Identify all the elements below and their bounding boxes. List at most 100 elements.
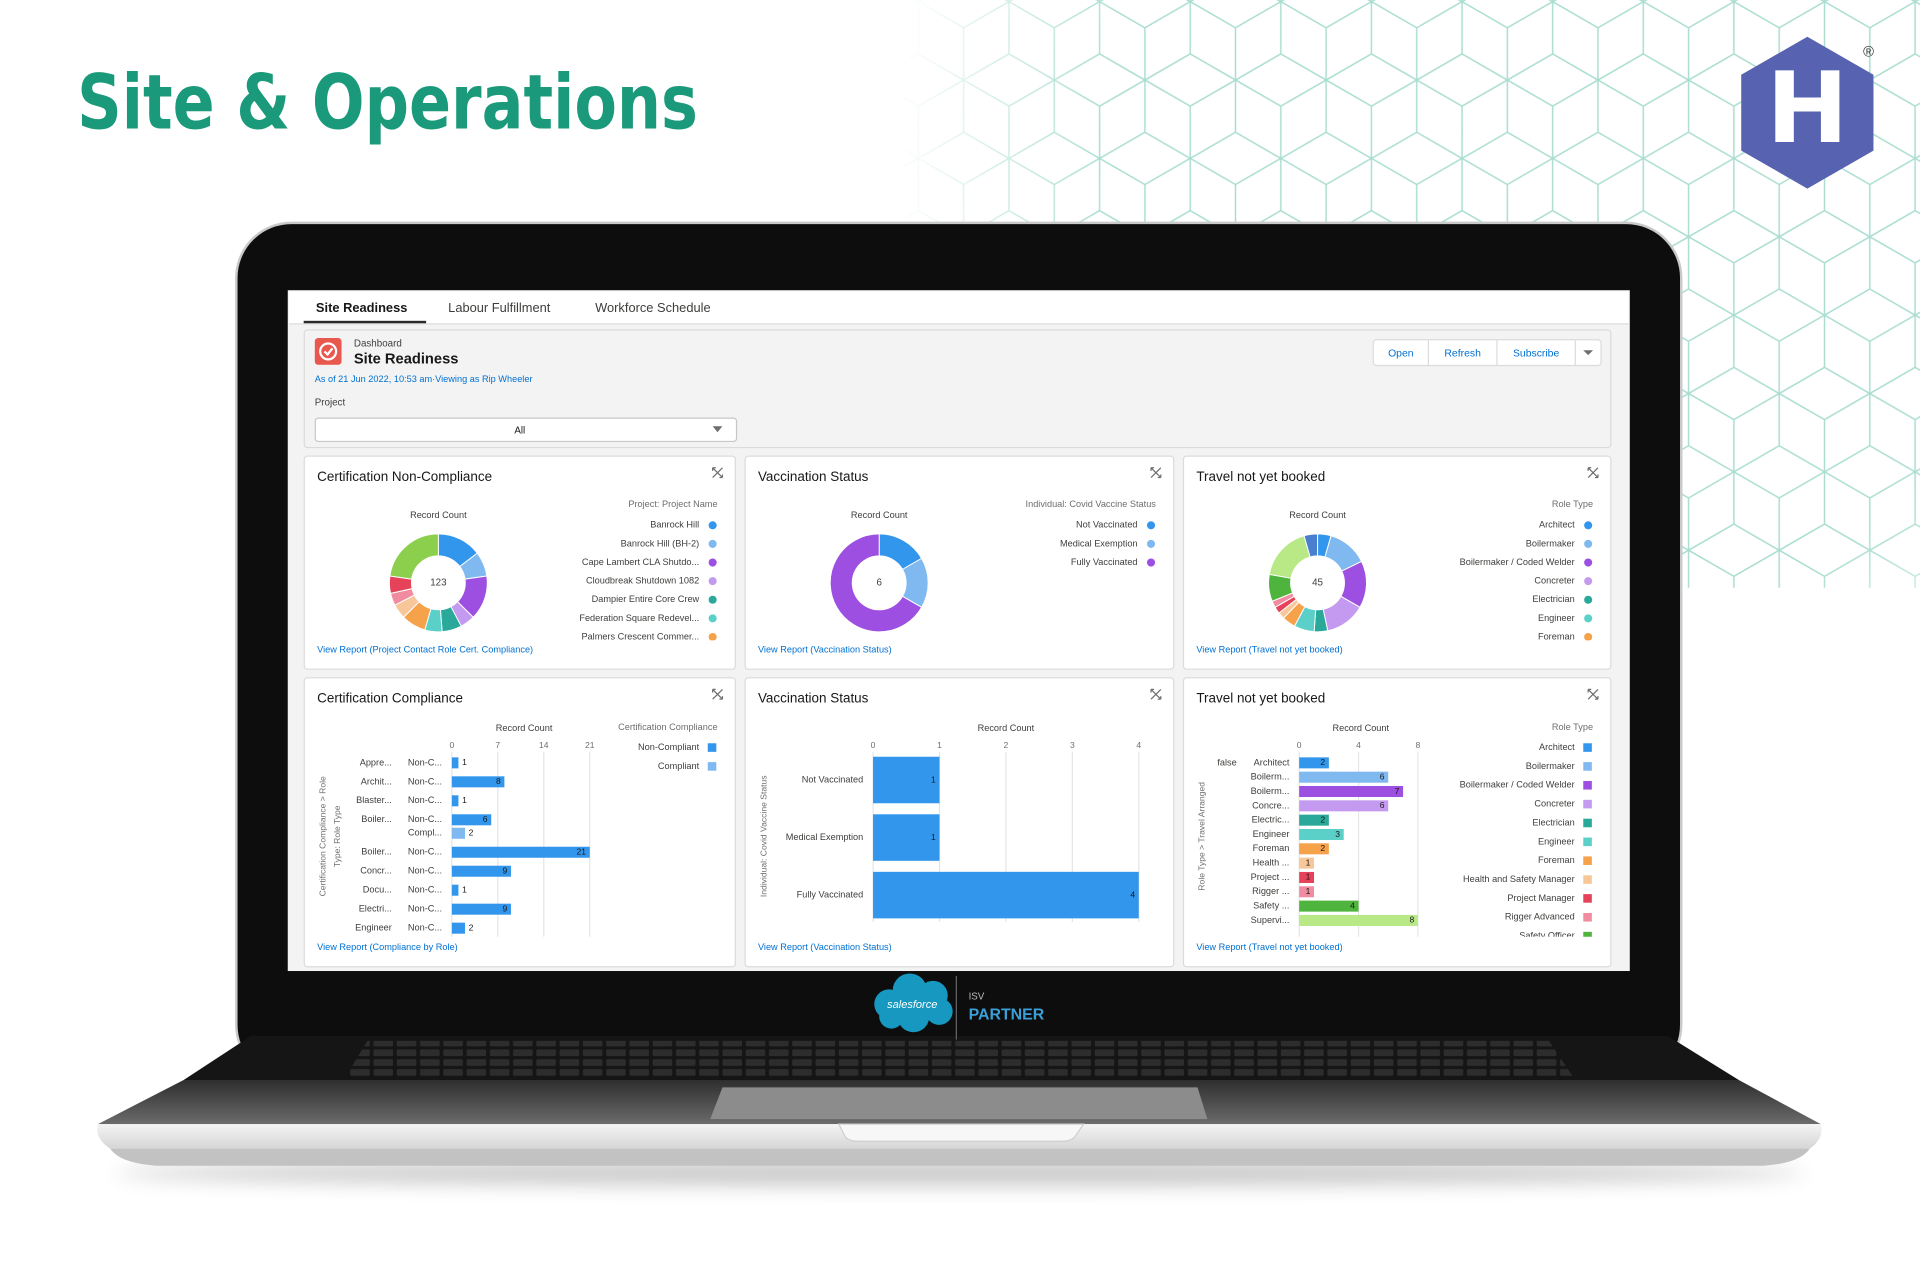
open-button[interactable]: Open (1374, 340, 1429, 367)
expand-icon[interactable] (712, 467, 724, 479)
bar (1299, 757, 1329, 769)
legend-label: Safety Officer (1519, 931, 1574, 941)
legend-label: Architect (1539, 520, 1575, 530)
legend-marker (708, 558, 717, 567)
refresh-button[interactable]: Refresh (1429, 340, 1498, 367)
expand-icon[interactable] (1150, 467, 1162, 479)
legend-marker (708, 632, 717, 641)
more-button[interactable] (1576, 340, 1600, 364)
legend-label: Rigger Advanced (1505, 912, 1575, 922)
view-report-link[interactable]: View Report (Project Contact Role Cert. … (317, 645, 533, 655)
category-label: Boiler... (361, 847, 392, 857)
value-label: 2 (469, 922, 474, 932)
y-axis-label: Type: Role Type (332, 805, 342, 867)
bar (1299, 843, 1329, 855)
isv-label: ISV (969, 991, 985, 1002)
value-label: 6 (1380, 771, 1385, 781)
bar (1299, 786, 1404, 798)
value-label: 2 (1320, 814, 1325, 824)
partner-label: PARTNER (969, 1006, 1045, 1023)
bar (1299, 900, 1359, 912)
legend-marker (1583, 799, 1592, 809)
bar (1299, 914, 1418, 926)
widget: Certification Compliance View Report (Com… (303, 677, 736, 968)
bar (1299, 828, 1344, 840)
expand-icon[interactable] (1587, 688, 1599, 700)
legend-label: Banrock Hill (BH-2) (621, 538, 700, 548)
legend-label: Concreter (1534, 799, 1574, 809)
legend-label: Boilermaker / Coded Welder (1460, 780, 1575, 790)
bar (451, 827, 465, 839)
expand-icon[interactable] (712, 688, 724, 700)
legend-marker (708, 577, 717, 586)
value-label: 1 (1306, 886, 1311, 896)
value-label: 1 (931, 774, 936, 784)
value-label: 2 (1320, 757, 1325, 767)
widget: Vaccination Status View Report (Vaccinati… (744, 677, 1175, 968)
dashboard-as-of: As of 21 Jun 2022, 10:53 am·Viewing as R… (314, 373, 533, 385)
donut-segment (1303, 533, 1319, 558)
legend-label: Foreman (1538, 631, 1575, 641)
legend-label: Health and Safety Manager (1463, 874, 1575, 884)
filter-select[interactable]: All (314, 417, 738, 443)
widget-chart: Travel not yet booked View Report (Travel… (1196, 467, 1599, 655)
category-label: Boilerm... (1251, 772, 1290, 782)
widget: Travel not yet booked View Report (Travel… (1182, 677, 1612, 968)
bar (451, 865, 511, 877)
tab[interactable]: Labour Fulfillment (448, 301, 551, 316)
donut-segment (829, 533, 923, 633)
category-label: Engineer (355, 923, 392, 933)
category-label: Safety ... (1253, 901, 1289, 911)
legend-marker (1584, 539, 1593, 548)
value-label: 7 (1395, 786, 1400, 796)
subcategory-label: Non-C... (408, 776, 442, 786)
expand-icon[interactable] (1587, 467, 1599, 479)
subcategory-label: Non-C... (408, 847, 442, 857)
tab[interactable]: Site Readiness (315, 301, 408, 316)
category-label: Medical Exemption (786, 832, 864, 842)
legend-title: Role Type (1552, 722, 1593, 732)
y-axis-label: Certification Compliance > Role (318, 776, 328, 896)
category-label: Architect (1254, 757, 1290, 767)
legend-label: Palmers Crescent Commer... (581, 631, 699, 641)
legend-marker (1583, 912, 1592, 922)
legend-label: Architect (1539, 742, 1575, 752)
measure-label: Record Count (851, 510, 908, 520)
subscribe-button[interactable]: Subscribe (1498, 340, 1576, 367)
legend-label: Concreter (1534, 576, 1574, 586)
legend-marker (1146, 539, 1156, 548)
legend-marker (707, 762, 717, 771)
logo-hexagon (1741, 36, 1874, 189)
bar (451, 884, 459, 896)
legend-marker (1146, 558, 1156, 567)
view-report-link[interactable]: View Report (Vaccination Status) (758, 942, 892, 952)
value-label: 1 (462, 884, 467, 894)
bar (451, 846, 590, 858)
x-tick-label: 4 (1356, 740, 1361, 750)
group-label: false (1217, 757, 1236, 767)
value-label: 1 (1306, 872, 1311, 882)
value-label: 8 (496, 776, 501, 786)
bar (451, 903, 511, 915)
view-report-link[interactable]: View Report (Travel not yet booked) (1196, 645, 1342, 655)
subcategory-label: Compl... (408, 828, 442, 838)
legend-marker (1584, 595, 1593, 604)
widget-title: Vaccination Status (758, 691, 869, 706)
x-tick-label: 0 (1297, 740, 1302, 750)
legend-label: Dampier Entire Core Crew (592, 594, 700, 604)
clip-group: Banrock Hill Banrock Hill (BH-2) Cape Lamb… (579, 520, 717, 641)
view-report-link[interactable]: View Report (Travel not yet booked) (1196, 942, 1342, 952)
legend-marker (708, 539, 717, 548)
tab-bar (288, 291, 1629, 325)
tab[interactable]: Workforce Schedule (595, 301, 711, 316)
subcategory-label: Non-C... (408, 757, 442, 767)
bar (1299, 886, 1315, 898)
value-label: 9 (503, 865, 508, 875)
view-report-link[interactable]: View Report (Compliance by Role) (317, 942, 458, 952)
widget-title: Certification Compliance (317, 691, 463, 706)
view-report-link[interactable]: View Report (Vaccination Status) (758, 645, 892, 655)
expand-icon[interactable] (1150, 688, 1162, 700)
category-label: Not Vaccinated (802, 774, 864, 784)
bar (1299, 871, 1315, 883)
category-label: Fully Vaccinated (797, 890, 864, 900)
